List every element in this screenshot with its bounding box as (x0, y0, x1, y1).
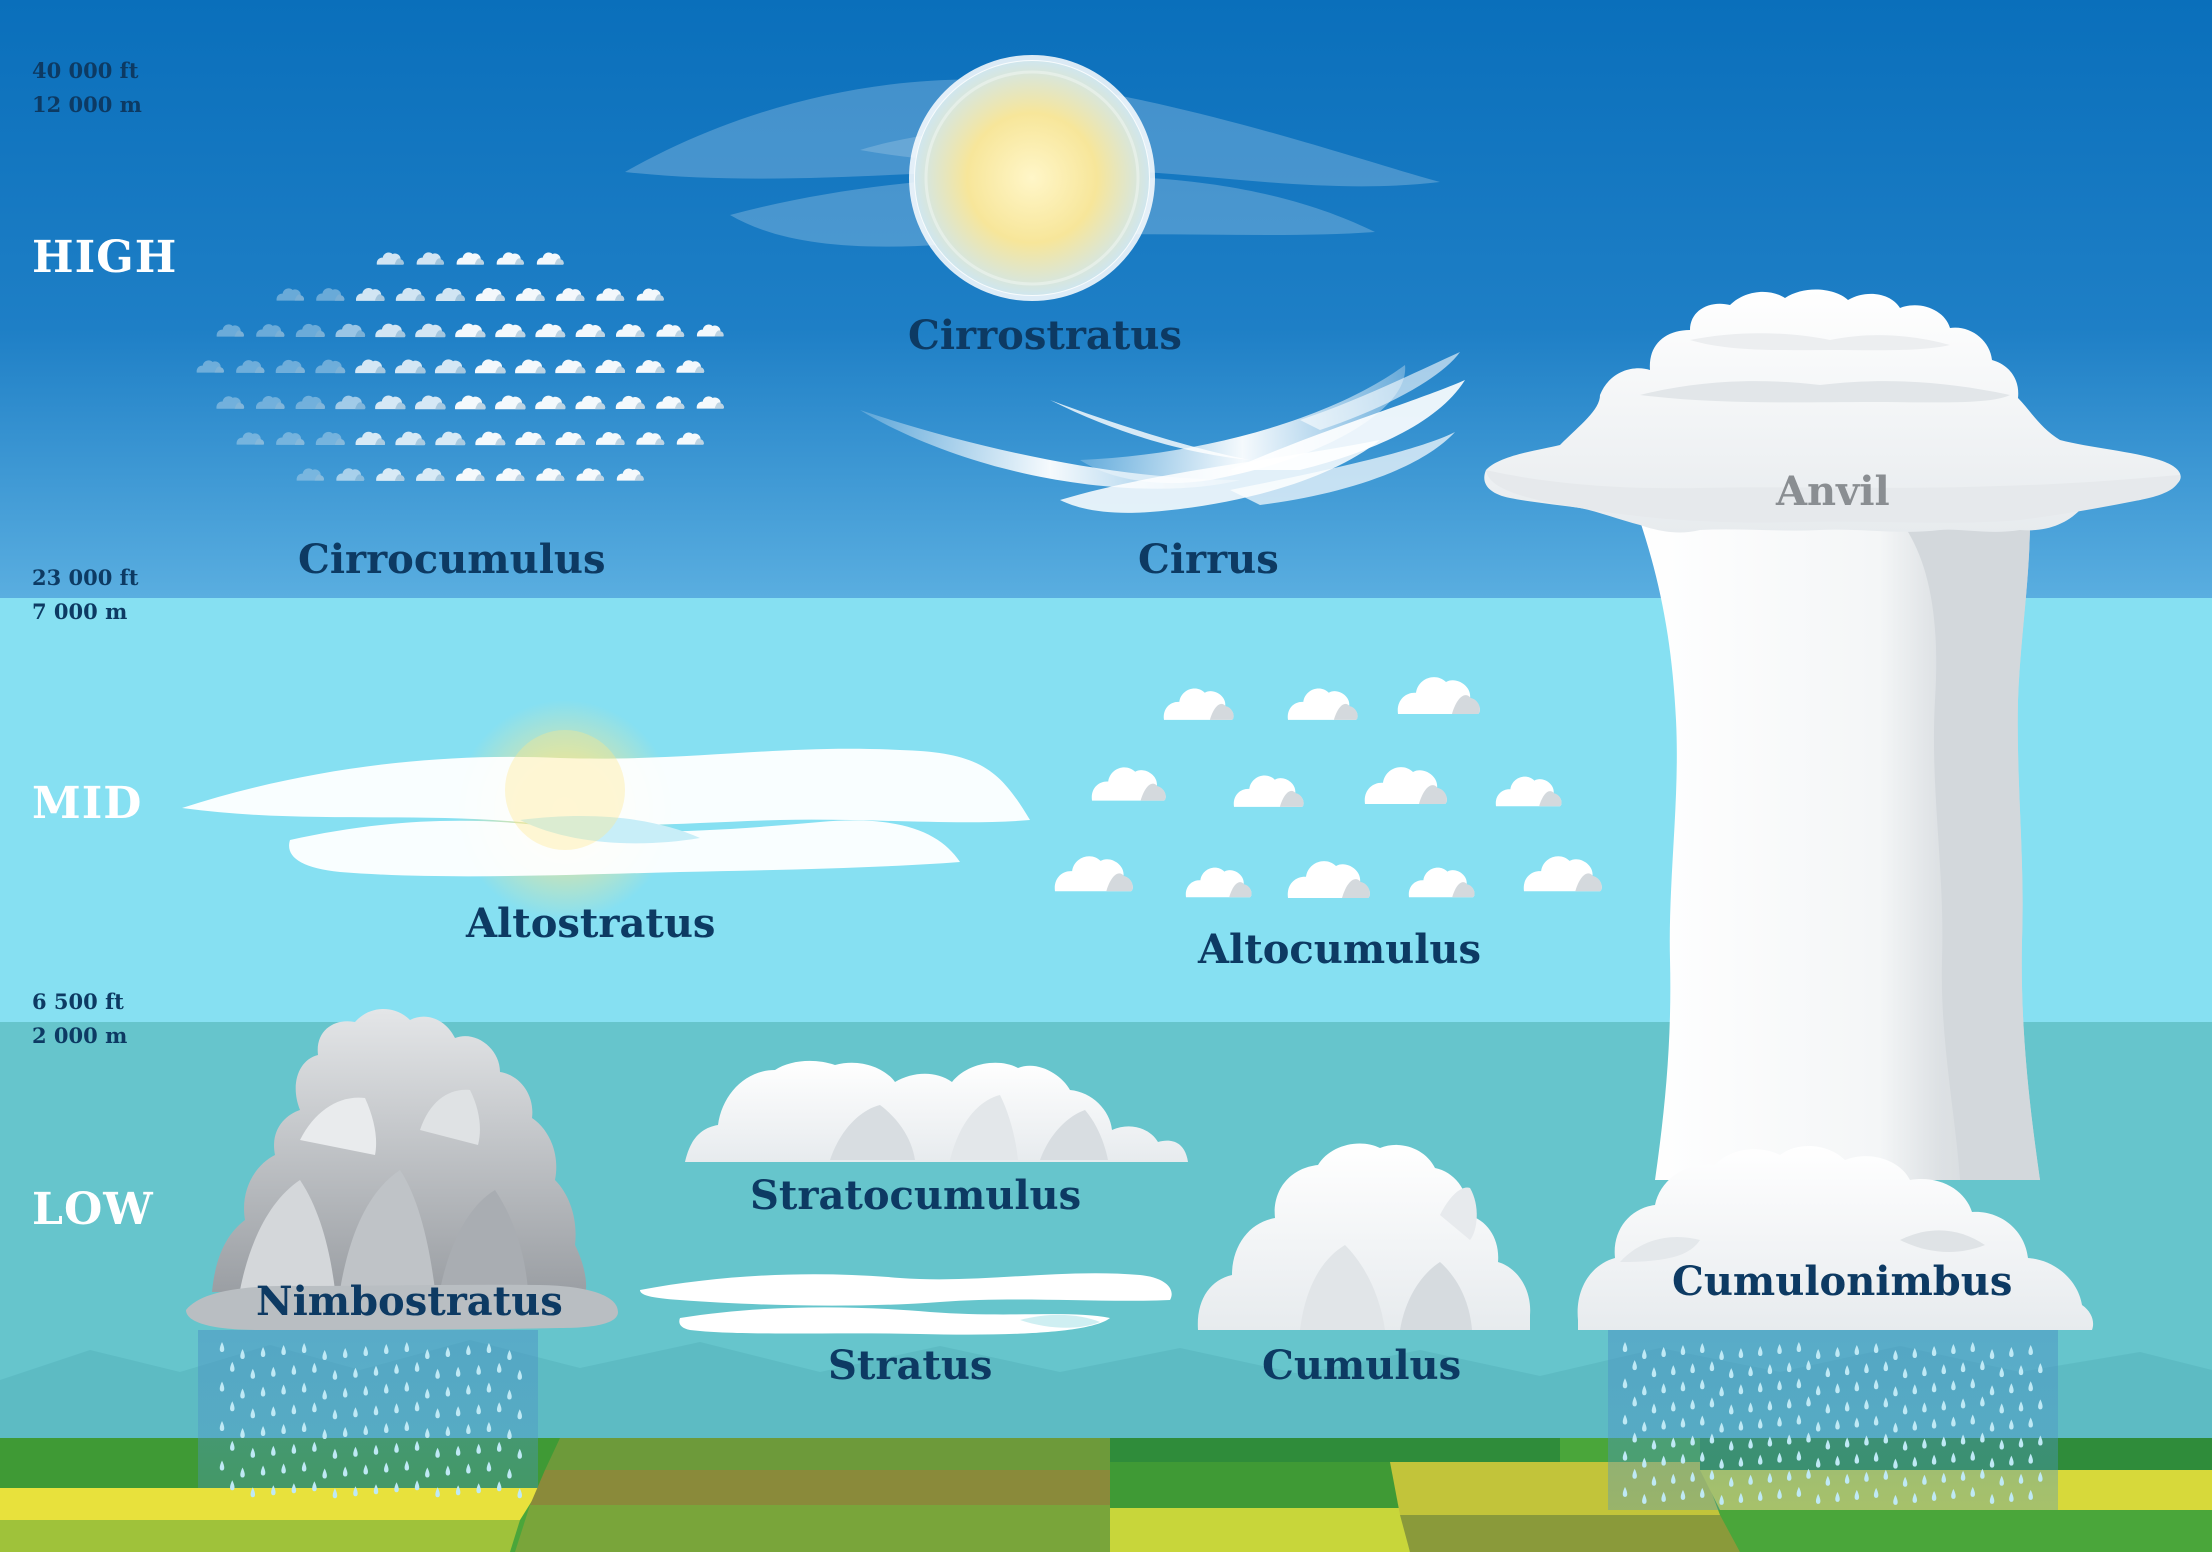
altitude-mid-m: 2 000 m (32, 1023, 128, 1048)
label-cumulus: Cumulus (1262, 1342, 1462, 1389)
altostratus-cloud (182, 700, 1030, 920)
altitude-mid-ft: 6 500 ft (32, 989, 124, 1014)
altitude-top: 40 000 ft 12 000 m (32, 54, 142, 122)
stratus-cloud (640, 1273, 1172, 1335)
altitude-top-m: 12 000 m (32, 92, 142, 117)
band-label-low: LOW (32, 1184, 154, 1235)
band-label-mid: MID (32, 778, 143, 829)
nimbostratus-cloud (186, 1008, 618, 1499)
label-altostratus: Altostratus (466, 900, 716, 947)
label-stratocumulus: Stratocumulus (750, 1172, 1082, 1219)
altocumulus-cloud (1054, 677, 1602, 898)
cirrostratus-cloud (625, 55, 1440, 301)
label-cirrostratus: Cirrostratus (908, 312, 1182, 359)
band-label-high: HIGH (32, 232, 178, 283)
label-anvil: Anvil (1776, 468, 1890, 515)
altitude-high-m: 7 000 m (32, 599, 128, 624)
nimbostratus-rain-shaft (198, 1330, 538, 1488)
label-stratus: Stratus (828, 1342, 993, 1389)
label-altocumulus: Altocumulus (1198, 926, 1482, 973)
cirrocumulus-cloud (196, 252, 724, 481)
altitude-high-boundary: 23 000 ft 7 000 m (32, 561, 138, 629)
cumulus-cloud (1197, 1143, 1531, 1330)
cirrus-cloud (860, 352, 1465, 513)
label-cirrocumulus: Cirrocumulus (298, 536, 606, 583)
label-nimbostratus: Nimbostratus (256, 1278, 563, 1325)
altitude-top-ft: 40 000 ft (32, 58, 139, 83)
altitude-high-ft: 23 000 ft (32, 565, 139, 590)
label-cirrus: Cirrus (1138, 536, 1279, 583)
stratocumulus-cloud (685, 1060, 1188, 1162)
label-cumulonimbus: Cumulonimbus (1672, 1258, 2013, 1305)
nimbostratus-raindrops (219, 1342, 522, 1499)
cumulonimbus-raindrops (1622, 1342, 2043, 1505)
altitude-mid-boundary: 6 500 ft 2 000 m (32, 985, 127, 1053)
cumulonimbus-cloud (1484, 289, 2181, 1510)
